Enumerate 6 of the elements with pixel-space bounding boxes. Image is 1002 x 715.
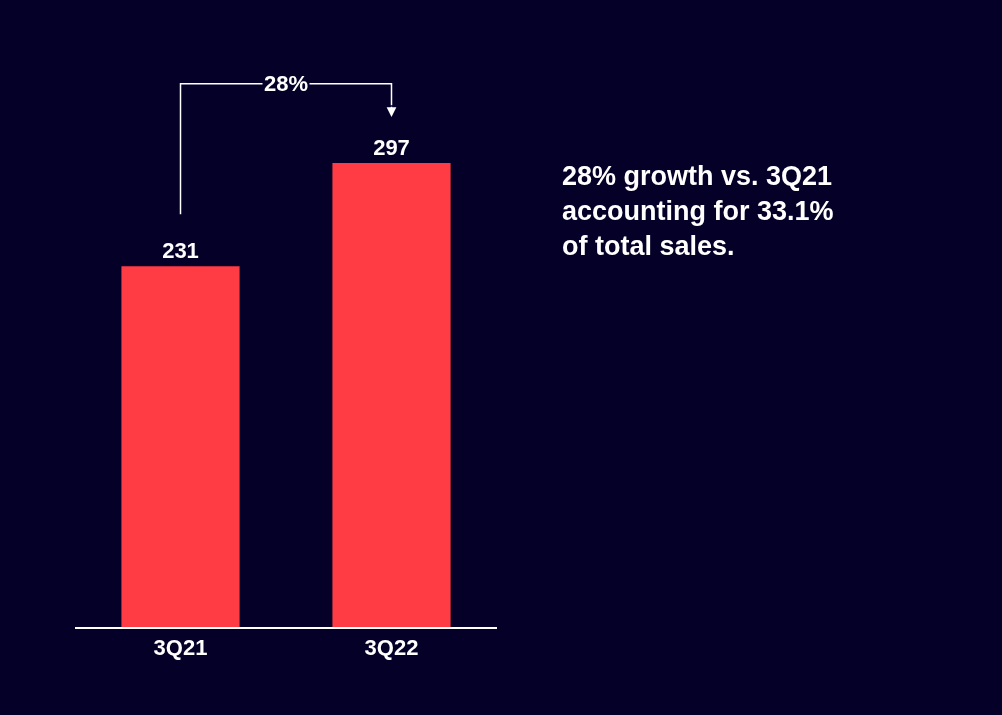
- x-tick-label: 3Q21: [153, 635, 208, 661]
- x-tick-label: 3Q22: [364, 635, 419, 661]
- text: 28% growth vs. 3Q21 accounting for 33.1% of total sales.: [562, 161, 834, 262]
- text: 28%: [264, 71, 309, 96]
- data-label: 231: [162, 238, 199, 264]
- data-label: 297: [373, 135, 410, 161]
